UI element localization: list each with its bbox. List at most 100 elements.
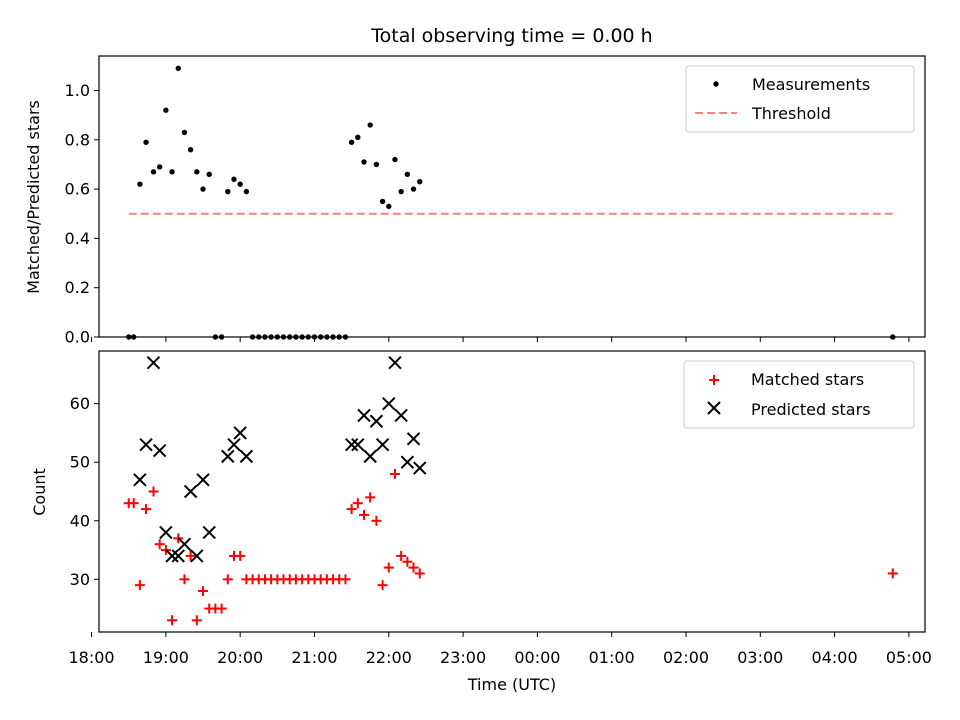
predicted-star-point-b <box>221 449 235 464</box>
matched-star-point <box>887 568 898 579</box>
predicted-star-point <box>227 437 241 452</box>
predicted-star-point <box>139 437 153 452</box>
measurement-point <box>348 139 355 145</box>
predicted-star-point-b <box>239 449 254 464</box>
measurement-point <box>410 186 417 192</box>
predicted-star-point-b <box>388 356 402 370</box>
measurement-point <box>392 156 398 163</box>
matched-star-point <box>191 615 202 626</box>
matched-star-point <box>154 539 165 550</box>
measurement-point <box>181 129 188 136</box>
legend-predicted-stars-label: Predicted stars <box>751 400 871 419</box>
x-tick-label: 02:00 <box>663 648 709 667</box>
measurement-point <box>231 176 237 182</box>
predicted-star-point <box>357 408 371 423</box>
top-y-tick-label: 0.8 <box>65 130 90 149</box>
matched-star-point <box>134 580 145 591</box>
matched-star-point <box>414 568 425 579</box>
measurement-point <box>206 171 212 178</box>
predicted-star-point-b <box>177 537 192 551</box>
predicted-star-point-b <box>196 473 210 487</box>
predicted-star-point-b <box>227 437 241 452</box>
measurement-point <box>361 159 367 165</box>
predicted-star-point <box>233 426 247 440</box>
predicted-star-point-b <box>406 432 421 446</box>
matched-star-point <box>167 615 178 626</box>
predicted-star-point-b <box>375 437 390 452</box>
predicted-star-point <box>202 525 216 540</box>
matched-star-point <box>141 504 152 515</box>
predicted-star-point-b <box>190 549 204 563</box>
predicted-star-point <box>190 549 204 563</box>
predicted-star-point-b <box>400 455 415 469</box>
chart-title: Total observing time = 0.00 h <box>370 25 652 47</box>
matched-star-point <box>346 504 357 515</box>
measurement-point <box>379 198 386 205</box>
matched-star-point <box>179 574 190 585</box>
predicted-star-point-b <box>369 414 384 428</box>
bottom-panel-y-axis-label: Count <box>30 468 49 516</box>
predicted-star-point-b <box>183 484 198 499</box>
predicted-star-point-b <box>165 549 179 563</box>
x-tick-label: 18:00 <box>69 648 115 667</box>
x-tick-label: 20:00 <box>217 648 263 667</box>
predicted-star-point <box>394 408 408 423</box>
measurement-point <box>237 181 243 187</box>
matched-star-point <box>128 498 139 509</box>
measurement-point <box>225 188 231 195</box>
predicted-star-point-b <box>202 525 216 540</box>
predicted-star-point-b <box>233 426 247 440</box>
x-tick-label: 03:00 <box>737 648 783 667</box>
predicted-star-point-b <box>413 461 427 475</box>
predicted-star-point-b <box>139 437 153 452</box>
legend-predicted-stars-marker <box>707 401 721 415</box>
measurement-point <box>398 188 404 195</box>
top-panel-frame <box>98 55 926 338</box>
bottom-y-tick-label: 40 <box>70 511 90 530</box>
x-tick-label: 01:00 <box>589 648 635 667</box>
bottom-panel: 30 40 50 60 18:00 19:00 20:00 21:00 22:00 23:00 0… <box>30 350 932 694</box>
bottom-panel-y-ticks: 30 40 50 60 <box>70 394 99 589</box>
x-tick-label: 05:00 <box>886 648 932 667</box>
predicted-star-point <box>388 356 402 370</box>
predicted-star-point <box>196 473 210 487</box>
matched-star-point <box>408 562 419 573</box>
predicted-star-point <box>165 549 179 563</box>
bottom-y-tick-label: 30 <box>70 570 90 589</box>
predicted-star-point <box>146 356 161 370</box>
top-legend-box <box>685 65 915 133</box>
bottom-panel-x-ticks: 18:00 19:00 20:00 21:00 22:00 23:00 00:00 01:00… <box>69 632 932 667</box>
predicted-star-point <box>344 437 359 452</box>
bottom-y-tick-label: 60 <box>70 394 90 413</box>
predicted-star-point <box>183 484 198 499</box>
x-tick-label: 22:00 <box>366 648 412 667</box>
predicted-star-point-b <box>363 449 377 464</box>
x-axis-label: Time (UTC) <box>467 675 556 694</box>
x-tick-label: 21:00 <box>291 648 337 667</box>
predicted-star-point <box>375 437 390 452</box>
measurement-point <box>163 107 169 113</box>
measurement-point <box>243 188 250 195</box>
predicted-star-point-b <box>344 437 359 452</box>
matched-star-point <box>365 492 376 503</box>
top-panel: 0.0 0.2 0.4 0.6 0.8 1.0 Matched/Predicted sta… <box>24 55 926 347</box>
legend-matched-stars-label: Matched stars <box>751 370 864 389</box>
matched-star-point <box>160 545 171 556</box>
top-legend: Measurements Threshold <box>685 65 915 133</box>
predicted-star-point <box>406 432 421 446</box>
matched-star-point <box>402 556 413 567</box>
legend-threshold-label: Threshold <box>751 104 831 123</box>
predicted-star-point <box>413 461 427 475</box>
measurement-point <box>156 164 163 170</box>
measurement-point <box>373 161 380 168</box>
predicted-star-point-b <box>133 473 147 487</box>
measurement-point <box>194 169 200 175</box>
legend-measurements-marker <box>713 81 719 87</box>
matched-star-point <box>396 550 407 561</box>
bottom-legend-box <box>683 360 915 429</box>
measurement-point <box>169 169 175 175</box>
predicted-star-point-b <box>159 525 173 540</box>
predicted-star-point-b <box>394 408 408 423</box>
matched-star-point <box>235 550 246 561</box>
matched-star-point <box>371 515 382 526</box>
